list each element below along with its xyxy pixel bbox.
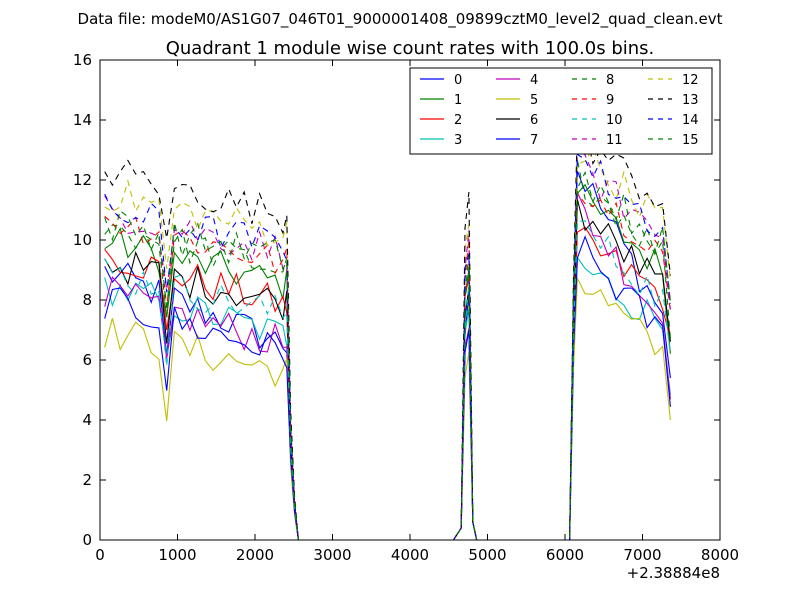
y-tick-label: 0 [82, 531, 92, 549]
x-tick-label: 2000 [236, 546, 274, 564]
x-tick-label: 5000 [468, 546, 506, 564]
legend-label-9: 9 [606, 93, 614, 108]
legend-label-15: 15 [682, 133, 699, 148]
y-tick-label: 16 [73, 51, 92, 69]
y-tick-label: 6 [82, 351, 92, 369]
series-line-13 [104, 126, 671, 541]
series-line-4 [104, 192, 671, 541]
x-tick-label: 0 [95, 546, 105, 564]
legend-label-2: 2 [454, 113, 462, 128]
x-tick-label: 7000 [623, 546, 661, 564]
legend-label-10: 10 [606, 113, 623, 128]
y-tick-label: 12 [73, 171, 92, 189]
x-tick-label: 6000 [546, 546, 584, 564]
legend-label-8: 8 [606, 73, 614, 88]
series-layer [104, 126, 671, 541]
x-tick-label: 3000 [313, 546, 351, 564]
x-tick-label: 8000 [701, 546, 739, 564]
legend-label-6: 6 [530, 113, 538, 128]
series-line-12 [104, 146, 671, 541]
y-tick-label: 2 [82, 471, 92, 489]
y-tick-label: 8 [82, 291, 92, 309]
legend-box [409, 67, 713, 155]
legend-label-1: 1 [454, 93, 462, 108]
legend-label-0: 0 [454, 73, 462, 88]
legend-label-3: 3 [454, 133, 462, 148]
series-line-11 [104, 146, 671, 541]
x-offset-label: +2.38884e8 [627, 564, 720, 582]
y-tick-label: 14 [73, 111, 92, 129]
chart-title: Quadrant 1 module wise count rates with … [166, 38, 655, 59]
series-line-9 [104, 191, 671, 541]
ticks-layer: 0 1000 2000 3000 4000 5000 6000 7000 80000246810… [73, 51, 739, 564]
y-tick-label: 10 [73, 231, 92, 249]
legend-label-13: 13 [682, 93, 699, 108]
legend-label-5: 5 [530, 93, 538, 108]
chart-suptitle: Data file: modeM0/AS1G07_046T01_90000014… [78, 10, 723, 29]
legend-label-14: 14 [682, 113, 699, 128]
legend-label-7: 7 [530, 133, 538, 148]
series-line-8 [104, 159, 671, 541]
legend-label-12: 12 [682, 73, 699, 88]
series-line-10 [104, 220, 671, 541]
series-line-2 [104, 226, 671, 541]
legend-label-4: 4 [530, 73, 538, 88]
series-line-14 [104, 153, 671, 541]
series-line-7 [104, 235, 671, 541]
x-tick-label: 4000 [391, 546, 429, 564]
series-line-5 [104, 276, 671, 541]
x-tick-label: 1000 [158, 546, 196, 564]
y-tick-label: 4 [82, 411, 92, 429]
legend-label-11: 11 [606, 133, 623, 148]
